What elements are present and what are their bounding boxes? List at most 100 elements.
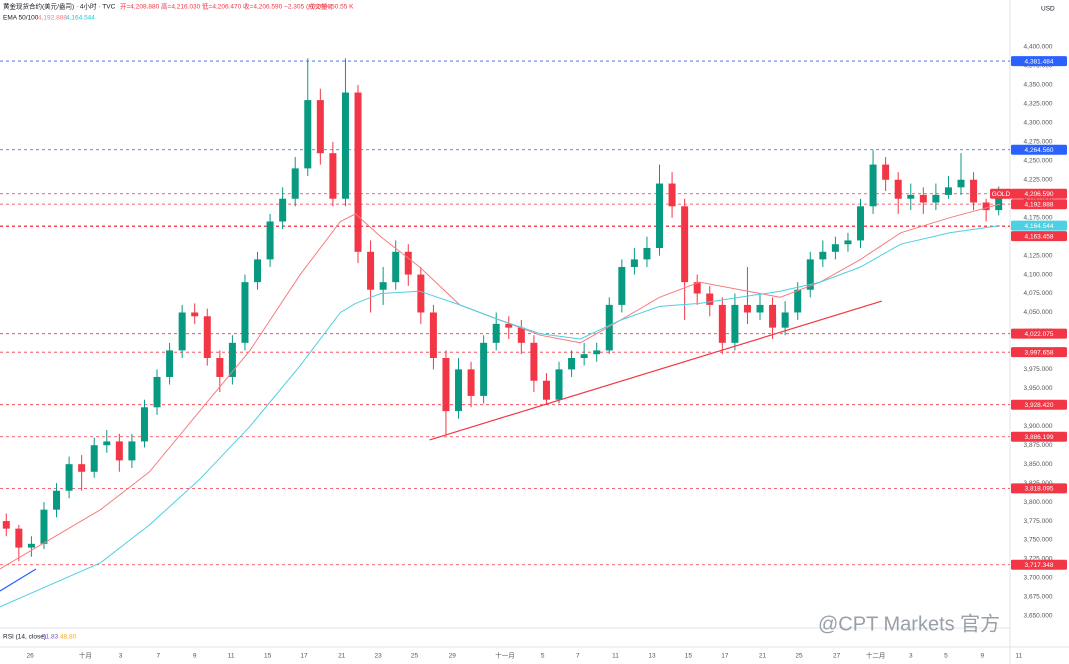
price-tag	[1011, 220, 1067, 231]
x-tick-label: 7	[576, 653, 580, 660]
candle-body	[957, 179, 965, 188]
x-tick-label: 21	[338, 653, 346, 660]
x-tick-label: 13	[648, 653, 656, 660]
candle-body	[367, 251, 375, 290]
indicator-value: 4,164.544	[66, 15, 95, 22]
candle-body	[467, 369, 475, 396]
indicator-value: 4,192.888	[38, 15, 67, 22]
candle-body	[404, 251, 412, 275]
candle-body	[919, 194, 927, 203]
y-tick-label: 3,675.000	[1024, 594, 1053, 601]
y-tick-label: 3,800.000	[1024, 499, 1053, 506]
x-tick-label: 25	[411, 653, 419, 660]
x-tick-label: 25	[795, 653, 803, 660]
symbol-tag-label: GOLD	[992, 191, 1011, 198]
chart-title: 黄金现货合约(美元/盎司) · 4小时 · TVC	[3, 2, 116, 11]
indicator-label: EMA 50/100	[3, 15, 39, 22]
candle-body	[681, 206, 689, 283]
candle-body	[178, 312, 186, 351]
ohlc-label: 开=4,208.880 高=4,216.030 低=4,206.470 收=4,…	[120, 2, 333, 11]
y-tick-label: 3,725.000	[1024, 556, 1053, 563]
x-tick-label: 29	[449, 653, 457, 660]
ema-line	[0, 225, 1001, 608]
price-tag	[1011, 188, 1067, 199]
y-tick-label: 3,700.000	[1024, 575, 1053, 582]
volume-label: 成交量350.55 K	[308, 2, 354, 11]
price-tag	[1011, 328, 1067, 339]
y-tick-label: 4,175.000	[1024, 214, 1053, 221]
rsi-value: 48.80	[60, 634, 77, 641]
candle-body	[819, 251, 827, 260]
candle-body	[316, 100, 324, 154]
y-tick-label: 4,275.000	[1024, 139, 1053, 146]
candle-body	[379, 282, 387, 290]
candle-body	[580, 354, 588, 358]
candle-body	[593, 350, 601, 355]
candle-body	[203, 316, 211, 358]
x-tick-label: 十月	[79, 651, 92, 660]
candle-body	[442, 357, 450, 412]
x-tick-label: 15	[264, 653, 272, 660]
y-tick-label: 3,975.000	[1024, 366, 1053, 373]
trendline	[429, 300, 883, 441]
watermark: @CPT Markets 官方	[818, 612, 1000, 635]
candle-body	[718, 304, 726, 343]
x-tick-label: 23	[375, 653, 383, 660]
x-tick-label: 26	[27, 653, 35, 660]
candle-body	[731, 304, 739, 343]
candle-body	[693, 282, 701, 294]
price-tag-label: 4,381.484	[1025, 58, 1054, 65]
candle-body	[806, 259, 814, 290]
x-tick-label: 7	[156, 653, 160, 660]
candle-body	[530, 342, 538, 381]
candle-body	[932, 194, 940, 203]
candle-body	[65, 464, 73, 491]
candle-body	[2, 521, 10, 529]
candle-body	[216, 357, 224, 377]
rsi-value: 51.83	[42, 634, 59, 641]
y-tick-label: 4,375.000	[1024, 63, 1053, 70]
candle-body	[40, 509, 48, 544]
candle-body	[643, 248, 651, 260]
candle-body	[241, 282, 249, 343]
candle-body	[781, 312, 789, 328]
candle-body	[831, 244, 839, 252]
candle-body	[266, 221, 274, 260]
price-tag	[1011, 431, 1067, 442]
candle-body	[555, 369, 563, 400]
price-tag-label: 4,022.075	[1025, 331, 1054, 338]
y-tick-label: 3,650.000	[1024, 613, 1053, 620]
currency-label: USD	[1041, 6, 1055, 13]
candle-body	[166, 350, 174, 377]
price-tag-label: 3,928.420	[1025, 402, 1054, 409]
candle-body	[982, 202, 990, 211]
candle-body	[78, 464, 86, 472]
x-tick-label: 5	[944, 653, 948, 660]
price-tag	[1011, 231, 1067, 242]
candle-body	[53, 490, 61, 510]
candle-body	[27, 543, 35, 548]
candle-body	[115, 441, 123, 461]
candle-body	[128, 441, 136, 461]
y-tick-label: 3,875.000	[1024, 442, 1053, 449]
y-tick-label: 4,350.000	[1024, 82, 1053, 89]
candle-body	[706, 293, 714, 305]
candle-body	[894, 179, 902, 199]
y-tick-label: 3,775.000	[1024, 518, 1053, 525]
x-tick-label: 11	[612, 653, 619, 660]
x-tick-label: 11	[228, 653, 235, 660]
candle-body	[417, 274, 425, 313]
candle-body	[354, 92, 362, 252]
price-tag	[1011, 559, 1067, 570]
candle-body	[103, 441, 111, 446]
candle-body	[944, 187, 952, 195]
candle-body	[970, 179, 978, 203]
candle-body	[341, 92, 349, 199]
x-tick-label: 5	[541, 653, 545, 660]
candle-body	[756, 304, 764, 313]
price-tag	[1011, 483, 1067, 494]
candle-body	[140, 407, 148, 442]
candle-body	[656, 183, 664, 249]
candle-body	[869, 164, 877, 207]
x-tick-label: 9	[193, 653, 197, 660]
